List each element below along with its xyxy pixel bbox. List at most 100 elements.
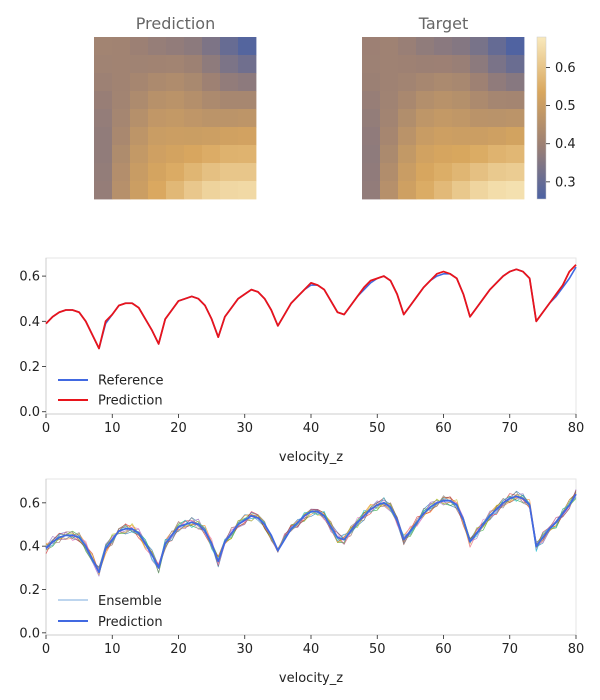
heatmap-cell <box>434 163 453 182</box>
x-tick-label: 20 <box>170 421 187 436</box>
heatmap-cell <box>362 55 381 74</box>
heatmap-cell <box>148 145 167 164</box>
y-tick-label: 0.6 <box>19 496 40 511</box>
heatmap-cell <box>380 127 399 146</box>
y-tick-label: 0.2 <box>19 360 40 375</box>
heatmap-cell <box>184 73 203 92</box>
heatmap-cell <box>416 181 435 200</box>
heatmap-cell <box>416 127 435 146</box>
heatmap-cell <box>470 181 489 200</box>
prediction-heatmap <box>94 37 257 200</box>
ensemble-member-line <box>45 490 577 573</box>
heatmap-cell <box>416 55 435 74</box>
heatmap-cell <box>398 37 417 56</box>
heatmap-cell <box>202 91 221 110</box>
heatmap-cell <box>94 73 113 92</box>
heatmap-cell <box>506 91 525 110</box>
heatmap-cell <box>130 37 149 56</box>
chart2-legend: Ensemble Prediction <box>58 594 163 630</box>
heatmap-cell <box>94 55 113 74</box>
heatmap-cell <box>148 109 167 128</box>
prediction-heatmap-title: Prediction <box>136 14 215 33</box>
heatmap-cell <box>398 145 417 164</box>
heatmap-cell <box>112 91 131 110</box>
heatmap-cell <box>362 91 381 110</box>
heatmap-cell <box>220 145 239 164</box>
heatmap-cell <box>398 91 417 110</box>
heatmap-cell <box>94 163 113 182</box>
heatmap-cell <box>398 181 417 200</box>
heatmap-cell <box>166 181 185 200</box>
heatmap-cell <box>130 91 149 110</box>
heatmap-cell <box>488 73 507 92</box>
y-tick-label: 0.0 <box>19 405 40 420</box>
line-chart-reference-prediction: 0 10 20 30 40 50 60 70 80 0.0 0.2 0.4 0.6 <box>19 257 584 436</box>
heatmap-cell <box>452 91 471 110</box>
heatmap-cell <box>202 163 221 182</box>
target-heatmap <box>362 37 525 200</box>
heatmap-cell <box>166 55 185 74</box>
heatmap-cell <box>238 91 257 110</box>
heatmap-cell <box>130 145 149 164</box>
heatmap-cell <box>362 181 381 200</box>
colorbar-gradient <box>536 36 547 200</box>
heatmap-cell <box>220 109 239 128</box>
heatmap-cell <box>452 109 471 128</box>
heatmap-cell <box>184 127 203 146</box>
heatmap-cell <box>202 73 221 92</box>
x-tick-label: 40 <box>303 421 320 436</box>
ensemble-member-line <box>45 494 577 575</box>
heatmap-cell <box>416 91 435 110</box>
heatmap-cell <box>130 163 149 182</box>
reference-line <box>45 266 577 350</box>
heatmap-cell <box>416 163 435 182</box>
chart2-xlabel: velocity_z <box>279 671 343 686</box>
heatmap-cell <box>398 127 417 146</box>
heatmap-cell <box>220 73 239 92</box>
heatmap-cell <box>434 109 453 128</box>
heatmap-cell <box>488 91 507 110</box>
heatmap-cell <box>362 163 381 182</box>
heatmap-cell <box>166 91 185 110</box>
heatmap-cell <box>380 181 399 200</box>
heatmap-cell <box>362 109 381 128</box>
heatmap-cell <box>130 181 149 200</box>
heatmap-cell <box>380 109 399 128</box>
heatmap-cell <box>380 37 399 56</box>
x-tick-label: 30 <box>236 642 253 657</box>
x-tick-label: 60 <box>435 421 452 436</box>
heatmap-cell <box>488 127 507 146</box>
heatmap-cell <box>220 37 239 56</box>
heatmap-cell <box>202 55 221 74</box>
heatmap-cell <box>184 109 203 128</box>
heatmap-cell <box>470 127 489 146</box>
heatmap-cell <box>202 145 221 164</box>
heatmap-cell <box>184 181 203 200</box>
heatmap-cell <box>434 73 453 92</box>
heatmap-cell <box>112 163 131 182</box>
heatmap-cell <box>94 91 113 110</box>
heatmap-cell <box>202 37 221 56</box>
heatmap-cell <box>112 181 131 200</box>
heatmap-cell <box>362 127 381 146</box>
ensemble-prediction-line <box>45 493 577 574</box>
heatmap-cell <box>434 145 453 164</box>
heatmap-cell <box>148 91 167 110</box>
heatmap-cell <box>148 163 167 182</box>
heatmap-cell <box>166 145 185 164</box>
heatmap-cell <box>130 73 149 92</box>
heatmap-cell <box>184 145 203 164</box>
y-tick-label: 0.4 <box>19 540 40 555</box>
heatmap-cell <box>112 55 131 74</box>
x-tick-label: 70 <box>501 421 518 436</box>
heatmap-cell <box>220 181 239 200</box>
heatmap-cell <box>434 181 453 200</box>
heatmap-cell <box>506 55 525 74</box>
heatmap-cell <box>148 181 167 200</box>
heatmap-cell <box>506 163 525 182</box>
x-tick-label: 0 <box>42 421 50 436</box>
heatmap-cell <box>148 73 167 92</box>
heatmap-cell <box>112 109 131 128</box>
heatmap-cell <box>238 181 257 200</box>
